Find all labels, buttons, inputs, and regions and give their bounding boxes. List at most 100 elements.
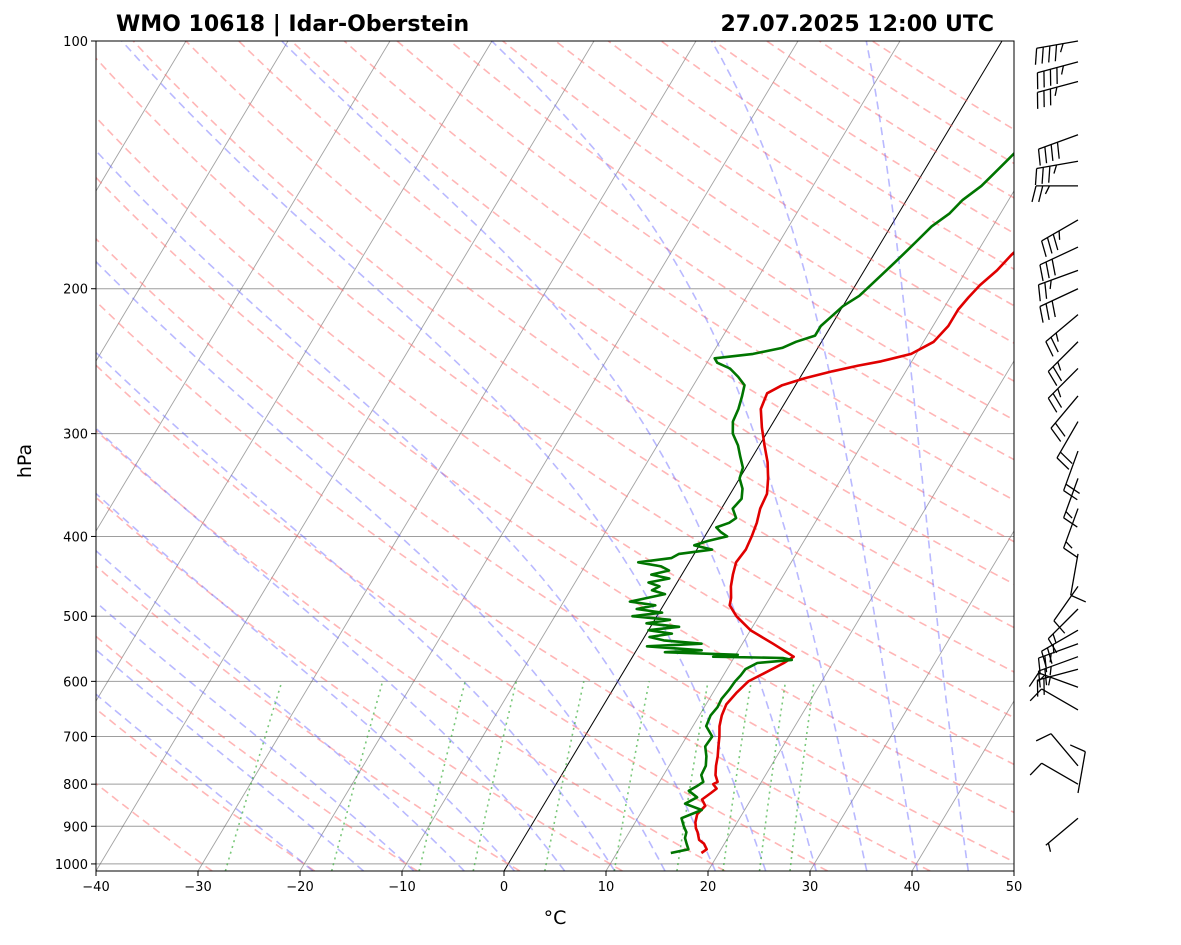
wind-barb-150: [1032, 186, 1078, 202]
x-tick-label--40: −40: [82, 880, 109, 895]
barb-half-feather: [1066, 512, 1072, 518]
dry-adiabat-50: [0, 41, 1033, 871]
barb-half-feather: [1050, 280, 1051, 289]
y-tick-label-200: 200: [63, 283, 88, 298]
wind-barb-800: [1030, 763, 1078, 784]
wind-barbs: [1029, 41, 1085, 852]
y-tick-label-400: 400: [63, 530, 88, 545]
isotherm-10: [606, 41, 1104, 871]
x-tick-label-40: 40: [904, 880, 921, 895]
barb-full-feather: [1064, 518, 1078, 527]
x-tick-label-30: 30: [802, 880, 819, 895]
mixing-ratio-24: [790, 681, 814, 871]
barb-half-feather: [1056, 333, 1058, 342]
wind-barb-190: [1039, 270, 1078, 301]
barb-full-feather: [1046, 304, 1049, 320]
barb-staff: [1051, 734, 1078, 766]
isotherm--10: [402, 41, 900, 871]
mixing-ratio-2: [419, 681, 465, 871]
dry-adiabat--20: [0, 41, 315, 871]
wind-barb-215: [1046, 315, 1078, 357]
barb-full-feather: [1048, 398, 1056, 412]
y-tick-label-500: 500: [63, 610, 88, 625]
isotherm--50: [0, 41, 492, 871]
dry-adiabat--10: [0, 41, 417, 871]
moist-adiabat-5: [0, 41, 565, 871]
barb-half-feather: [1045, 186, 1049, 194]
barb-half-feather: [1053, 634, 1056, 642]
isotherm--40: [96, 41, 594, 871]
dry-adiabat-90: [133, 41, 1181, 871]
wind-barb-100: [1035, 41, 1078, 65]
barb-full-feather: [1052, 301, 1055, 317]
barb-full-feather: [1071, 595, 1086, 602]
barb-half-feather: [1058, 389, 1061, 397]
barb-half-feather: [1048, 843, 1050, 852]
barb-full-feather: [1048, 371, 1056, 385]
barb-full-feather: [1040, 306, 1043, 322]
barb-full-feather: [1051, 428, 1061, 441]
y-tick-label-800: 800: [63, 778, 88, 793]
zero-isotherm: [504, 41, 1002, 871]
wind-barb-178: [1040, 247, 1078, 281]
x-tick-label-50: 50: [1006, 880, 1023, 895]
barb-half-feather: [1066, 542, 1072, 548]
y-tick-label-1000: 1000: [55, 858, 88, 873]
dry-adiabat-120: [292, 41, 1181, 871]
y-tick-label-300: 300: [63, 428, 88, 443]
mixing-ratio-20: [760, 681, 786, 871]
dewpoint-profile: [630, 41, 1155, 853]
x-tick-label-10: 10: [598, 880, 615, 895]
wind-barb-580: [1037, 669, 1078, 696]
dry-adiabat-150: [450, 41, 1181, 871]
barb-full-feather: [1053, 234, 1058, 250]
barb-full-feather: [1042, 47, 1043, 63]
chart-title-right: 27.07.2025 12:00 UTC: [720, 12, 994, 37]
mixing-ratio-0.4: [225, 681, 282, 871]
barb-staff: [1054, 586, 1078, 620]
wind-barb-106: [1037, 62, 1078, 89]
barb-full-feather: [1042, 167, 1043, 183]
isotherm--90: [0, 41, 84, 871]
barb-full-feather: [1057, 142, 1059, 158]
y-tick-label-900: 900: [63, 820, 88, 835]
plot-frame: [96, 41, 1014, 871]
barb-full-feather: [1039, 186, 1043, 202]
chart-title-left: WMO 10618 | Idar-Oberstein: [116, 12, 469, 37]
barb-full-feather: [1070, 745, 1085, 752]
y-tick-label-100: 100: [63, 35, 88, 50]
barb-staff: [1046, 818, 1078, 845]
wind-barb-420: [1071, 554, 1086, 602]
barb-half-feather: [1054, 165, 1057, 174]
y-tick-label-700: 700: [63, 730, 88, 745]
y-axis-label: hPa: [14, 444, 36, 478]
barb-full-feather: [1035, 169, 1036, 185]
barb-full-feather: [1049, 46, 1050, 62]
moist-adiabat-15: [0, 41, 665, 871]
isotherm-30: [810, 41, 1181, 871]
dry-adiabat-160: [503, 41, 1181, 871]
barb-half-feather: [1049, 677, 1051, 686]
barb-full-feather: [1064, 548, 1078, 557]
barb-staff: [1042, 689, 1078, 710]
wind-barb-112: [1037, 82, 1078, 109]
isotherm-50: [1014, 41, 1181, 871]
barb-full-feather: [1039, 285, 1041, 301]
barb-full-feather: [1047, 238, 1052, 254]
barb-half-feather: [1055, 87, 1057, 96]
y-tick-label-600: 600: [63, 675, 88, 690]
barb-full-feather: [1046, 262, 1049, 278]
barb-staff: [1042, 763, 1078, 784]
barb-half-feather: [1050, 666, 1051, 675]
barb-full-feather: [1057, 458, 1069, 469]
isotherm--60: [0, 41, 390, 871]
dry-adiabat-100: [186, 41, 1181, 871]
isotherm--30: [198, 41, 696, 871]
barb-full-feather: [1040, 265, 1043, 281]
barb-full-feather: [1051, 145, 1053, 161]
mixing-ratio-5: [545, 681, 584, 871]
x-axis-label: °C: [544, 907, 567, 929]
dry-adiabat-140: [397, 41, 1181, 871]
